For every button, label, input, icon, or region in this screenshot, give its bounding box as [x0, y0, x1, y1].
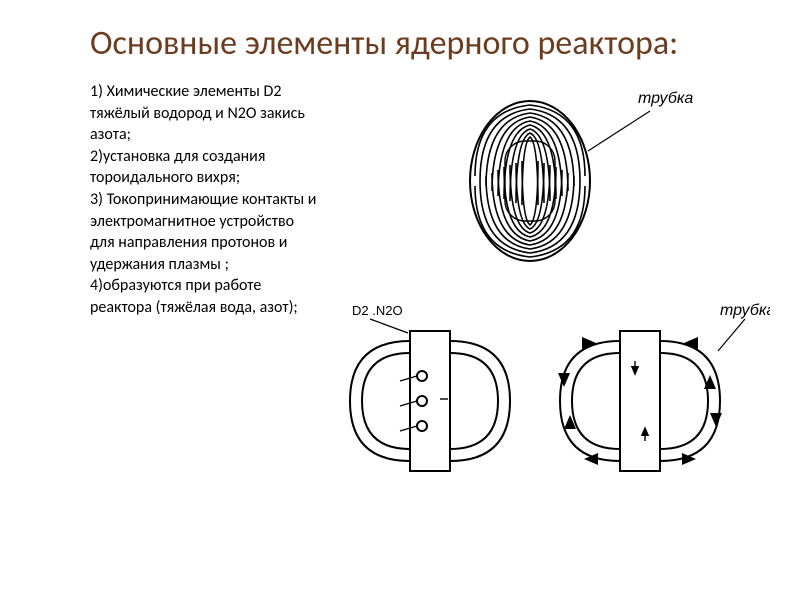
toroid-diagrams: D2 .N2O [340, 281, 770, 491]
bullet-text: 1) Химические элементы D2 тяжёлый водоро… [90, 81, 320, 491]
diagrams: трубка [340, 81, 770, 491]
gas-label: D2 .N2O [352, 303, 403, 318]
coil-diagram: трубка [340, 81, 740, 281]
content-row: 1) Химические элементы D2 тяжёлый водоро… [90, 81, 760, 491]
tube-label-top: трубка [638, 90, 693, 107]
body-text: 1) Химические элементы D2 тяжёлый водоро… [90, 81, 320, 319]
tube-label-bottom: трубка [720, 302, 770, 319]
page-title: Основные элементы ядерного реактора: [90, 24, 760, 63]
